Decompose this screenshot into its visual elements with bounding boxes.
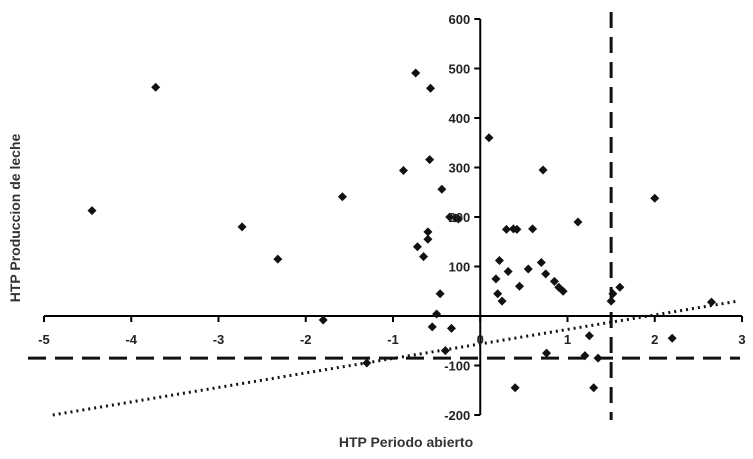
trend-line-group — [52, 299, 738, 417]
data-point — [536, 258, 546, 268]
x-tick-label: -1 — [387, 332, 399, 347]
data-point — [497, 296, 507, 306]
data-point — [501, 224, 511, 234]
data-point — [445, 212, 455, 222]
reference-lines — [28, 12, 740, 420]
x-tick-label: 2 — [651, 332, 658, 347]
data-point — [494, 256, 504, 266]
data-point — [558, 286, 568, 296]
data-point — [435, 289, 445, 299]
data-points — [87, 68, 716, 393]
data-point — [411, 68, 421, 78]
data-point — [425, 155, 435, 165]
data-point — [706, 297, 716, 307]
data-point — [151, 82, 161, 92]
data-point — [412, 242, 422, 252]
data-point — [423, 234, 433, 244]
y-tick-label: 300 — [449, 161, 471, 176]
data-point — [337, 192, 347, 202]
y-tick-label: -200 — [444, 408, 470, 423]
data-point — [318, 315, 328, 325]
data-point — [523, 264, 533, 274]
axes — [43, 18, 743, 416]
data-point — [426, 83, 436, 93]
data-point — [491, 274, 501, 284]
data-point — [398, 165, 408, 175]
data-point — [273, 254, 283, 264]
data-point — [440, 346, 450, 356]
data-point — [446, 323, 456, 333]
y-axis-title: HTP Produccion de leche — [7, 134, 23, 303]
data-point — [606, 296, 616, 306]
x-tick-label: -4 — [125, 332, 137, 347]
x-tick-label: 0 — [477, 332, 484, 347]
data-point — [237, 222, 247, 232]
y-tick-label: -100 — [444, 359, 470, 374]
data-point — [484, 133, 494, 143]
data-point — [437, 184, 447, 194]
data-point — [615, 282, 625, 292]
y-tick-label: 200 — [449, 210, 471, 225]
data-point — [584, 331, 594, 341]
x-tick-label: -5 — [38, 332, 50, 347]
x-tick-label: -3 — [213, 332, 225, 347]
data-point — [510, 383, 520, 393]
data-point — [549, 276, 559, 286]
data-point — [512, 224, 522, 234]
data-point — [667, 333, 677, 343]
data-point — [608, 289, 618, 299]
data-point — [528, 224, 538, 234]
x-tick-label: 1 — [564, 332, 571, 347]
y-tick-label: 100 — [449, 260, 471, 275]
y-tick-label: 600 — [449, 12, 471, 27]
data-point — [432, 309, 442, 319]
data-point — [423, 227, 433, 237]
data-point — [541, 269, 551, 279]
tick-labels: -5 -4 -3 -2 -1 0 1 2 3 -200 -100 100 200 300 400 500 600 — [38, 12, 745, 423]
trend-line — [52, 299, 738, 417]
data-point — [542, 348, 552, 358]
x-tick-label: -2 — [300, 332, 312, 347]
data-point — [593, 353, 603, 363]
x-tick-label: 3 — [738, 332, 745, 347]
data-point — [419, 252, 429, 262]
data-point — [650, 193, 660, 203]
y-tick-label: 500 — [449, 62, 471, 77]
data-point — [493, 289, 503, 299]
data-point — [580, 351, 590, 361]
data-point — [573, 217, 583, 227]
data-point — [538, 165, 548, 175]
y-tick-label: 400 — [449, 111, 471, 126]
data-point — [362, 358, 372, 368]
data-point — [503, 266, 513, 276]
data-point — [515, 281, 525, 291]
data-point — [87, 206, 97, 216]
data-point — [427, 322, 437, 332]
x-axis-title: HTP Periodo abierto — [339, 434, 473, 450]
data-point — [453, 214, 463, 224]
data-point — [589, 383, 599, 393]
